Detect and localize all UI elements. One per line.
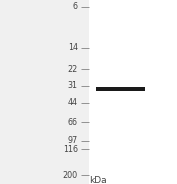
Text: kDa: kDa [89, 176, 107, 184]
Text: 6: 6 [73, 2, 78, 11]
Text: 14: 14 [68, 43, 78, 52]
Text: 31: 31 [68, 81, 78, 90]
Text: 116: 116 [63, 145, 78, 154]
Text: 200: 200 [63, 171, 78, 180]
Text: 66: 66 [68, 118, 78, 127]
FancyBboxPatch shape [96, 87, 145, 91]
Text: 97: 97 [68, 136, 78, 145]
Text: 22: 22 [68, 65, 78, 74]
FancyBboxPatch shape [88, 0, 177, 184]
Text: 44: 44 [68, 98, 78, 107]
